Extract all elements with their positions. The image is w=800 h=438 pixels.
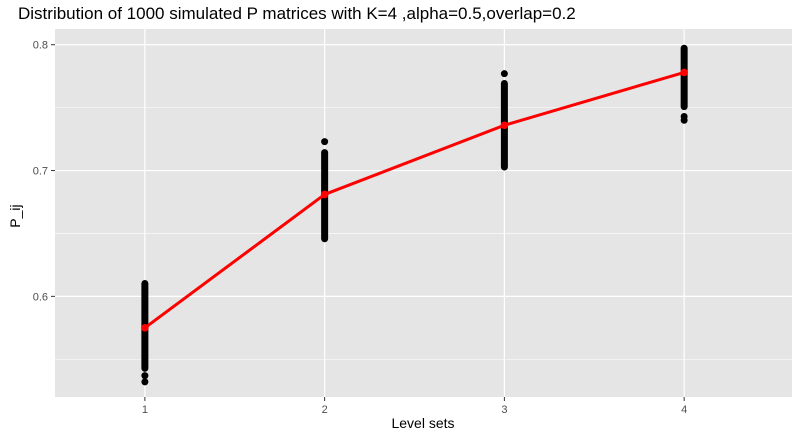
mean-point <box>141 324 149 332</box>
y-tick-label: 0.8 <box>33 40 48 52</box>
mean-point <box>320 190 329 199</box>
x-tick-label: 2 <box>322 404 328 416</box>
point-cluster <box>680 44 688 111</box>
outlier-point <box>141 378 149 386</box>
y-tick-label: 0.6 <box>33 291 48 303</box>
mean-point <box>500 121 509 130</box>
x-axis-title: Level sets <box>391 415 454 431</box>
y-axis: 0.6 0.7 0.8 <box>33 40 55 303</box>
x-axis: 1 2 3 4 <box>142 397 687 416</box>
x-tick-label: 1 <box>142 404 148 416</box>
mean-line <box>143 70 685 330</box>
chart-title: Distribution of 1000 simulated P matrice… <box>18 4 576 23</box>
y-tick-label: 0.7 <box>33 166 48 178</box>
outlier-point <box>141 372 149 380</box>
outlier-point <box>500 70 508 78</box>
x-tick-label: 4 <box>681 404 687 416</box>
plot-panel <box>55 29 792 397</box>
outlier-point <box>680 112 688 120</box>
y-axis-title: P_ij <box>7 204 23 227</box>
mean-line-layer <box>141 68 688 332</box>
x-tick-label: 3 <box>501 404 507 416</box>
outlier-point <box>321 138 329 146</box>
panel-background <box>55 29 792 397</box>
mean-point <box>680 68 688 77</box>
